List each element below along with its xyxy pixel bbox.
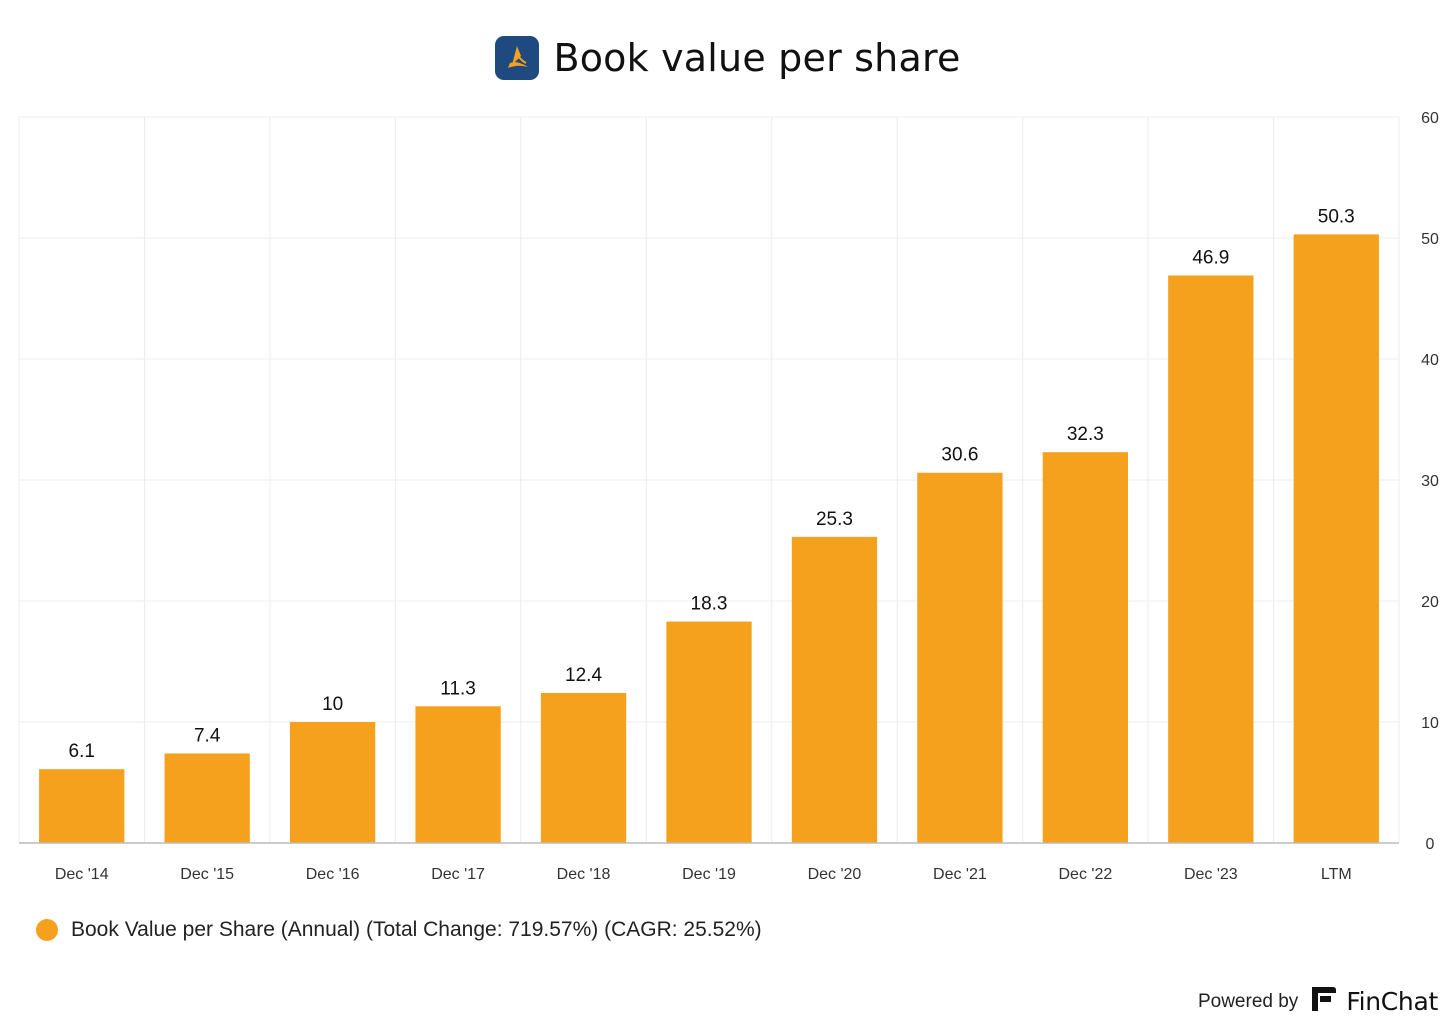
data-label-8: 32.3 bbox=[1067, 424, 1104, 445]
data-label-3: 11.3 bbox=[440, 678, 476, 699]
bar-1 bbox=[164, 753, 250, 843]
x-tick-label-10: LTM bbox=[1321, 866, 1352, 883]
legend-label: Book Value per Share (Annual) (Total Cha… bbox=[71, 918, 762, 941]
x-tick-label-7: Dec '21 bbox=[933, 866, 987, 883]
x-tick-label-4: Dec '18 bbox=[557, 866, 611, 883]
bar-6 bbox=[791, 536, 878, 843]
data-label-0: 6.1 bbox=[69, 741, 95, 762]
y-tick-label-2: 20 bbox=[1421, 594, 1439, 611]
axes: 0 10 20 30 40 50 60 Dec '14 Dec '15 Dec '16 Dec '1… bbox=[19, 110, 1439, 883]
powered-by-label: Powered by bbox=[1197, 990, 1299, 1012]
data-label-10: 50.3 bbox=[1318, 206, 1355, 227]
y-tick-label-5: 50 bbox=[1421, 231, 1439, 248]
page-title: Book value per share bbox=[553, 36, 961, 80]
bar-4 bbox=[540, 692, 627, 843]
bar-chart: 6.1 7.4 10 11.3 12.4 18.3 25.3 30.6 32.3 46.9 50.3… bbox=[18, 110, 1439, 883]
bar-5 bbox=[666, 621, 752, 843]
bar-9 bbox=[1168, 275, 1254, 843]
bars bbox=[39, 234, 1379, 843]
bar-8 bbox=[1042, 452, 1129, 843]
bar-2 bbox=[289, 722, 376, 843]
data-label-7: 30.6 bbox=[941, 445, 978, 466]
data-label-4: 12.4 bbox=[565, 665, 602, 686]
legend[interactable]: Book Value per Share (Annual) (Total Cha… bbox=[36, 918, 762, 942]
x-tick-label-8: Dec '22 bbox=[1058, 866, 1112, 883]
finchat-brand-name: FinChat bbox=[1346, 987, 1438, 1016]
y-tick-label-3: 30 bbox=[1421, 473, 1439, 490]
chart-header: Book value per share bbox=[0, 30, 1456, 86]
bar-0 bbox=[39, 769, 125, 843]
y-tick-label-4: 40 bbox=[1421, 352, 1439, 369]
x-tick-label-2: Dec '16 bbox=[306, 866, 360, 883]
company-logo-icon bbox=[495, 36, 540, 80]
y-tick-label-0: 0 bbox=[1426, 836, 1435, 853]
data-label-9: 46.9 bbox=[1192, 248, 1229, 269]
legend-marker bbox=[36, 919, 58, 941]
x-tick-label-3: Dec '17 bbox=[431, 866, 485, 883]
data-labels: 6.1 7.4 10 11.3 12.4 18.3 25.3 30.6 32.3 46.9 50.3 bbox=[69, 206, 1355, 762]
bar-7 bbox=[917, 472, 1003, 843]
x-tick-label-9: Dec '23 bbox=[1184, 866, 1238, 883]
powered-by-footer[interactable]: Powered by FinChat bbox=[1198, 984, 1438, 1019]
data-label-5: 18.3 bbox=[691, 594, 728, 615]
x-tick-label-6: Dec '20 bbox=[808, 866, 862, 883]
x-tick-label-1: Dec '15 bbox=[180, 866, 234, 883]
data-label-1: 7.4 bbox=[194, 725, 221, 746]
x-tick-label-5: Dec '19 bbox=[682, 866, 736, 883]
y-tick-label-6: 60 bbox=[1421, 110, 1439, 127]
y-tick-label-1: 10 bbox=[1421, 715, 1439, 732]
finchat-logo-icon bbox=[1308, 984, 1338, 1019]
bar-10 bbox=[1293, 234, 1379, 843]
x-tick-label-0: Dec '14 bbox=[55, 866, 109, 883]
data-label-6: 25.3 bbox=[816, 509, 853, 530]
data-label-2: 10 bbox=[322, 694, 343, 715]
bar-3 bbox=[415, 706, 501, 843]
